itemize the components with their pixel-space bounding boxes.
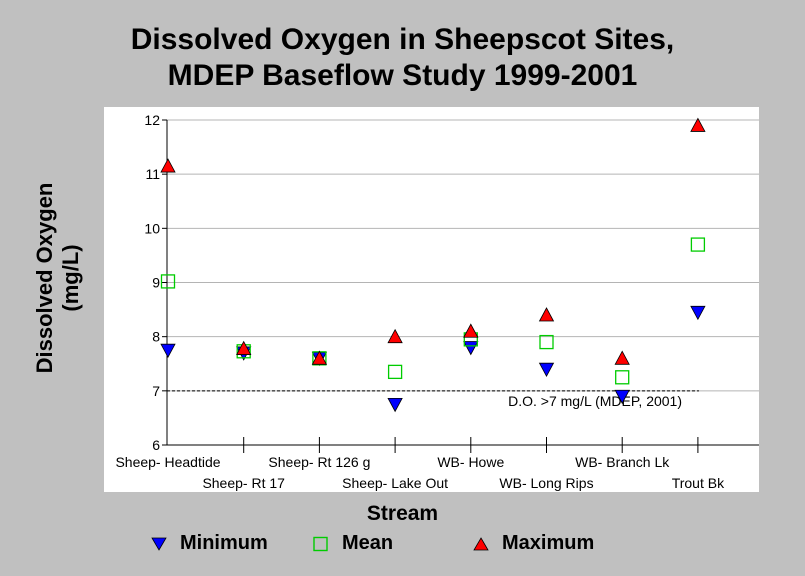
chart-title-line-2: MDEP Baseflow Study 1999-2001 [167,59,638,92]
maximum-point-0 [160,158,176,173]
legend-item-minimum: Minimum [150,532,268,555]
maximum-point-2 [311,350,328,365]
x-axis-label: Stream [366,502,439,525]
y-tick-label-11: 11 [145,166,160,182]
y-tick-label-6: 6 [152,437,160,453]
x-tick-label-3: Sheep- Lake Out [342,475,448,491]
x-tick-label-7: Trout Bk [672,475,725,491]
legend-label-maximum: Maximum [502,532,595,554]
x-tick-label-6: WB- Branch Lk [575,454,670,470]
legend-label-mean: Mean [342,532,394,554]
x-tick-label-0: Sheep- Headtide [115,454,220,470]
minimum-point-6 [614,389,630,405]
x-tick-label-5: WB- Long Rips [499,475,593,491]
maximum-point-7 [690,117,706,132]
x-tick-label-2: Sheep- Rt 126 g [268,454,370,470]
mean-point-5 [539,334,554,350]
y-tick-label-7: 7 [152,383,160,399]
maximum-point-3 [387,328,403,344]
minimum-point-4 [463,341,479,356]
square-open-icon [313,536,328,551]
maximum-point-5 [538,307,555,322]
mean-point-0 [160,274,176,289]
y-tick-label-8: 8 [152,329,160,345]
minimum-point-5 [538,362,555,378]
legend-item-mean: Mean [312,532,393,555]
maximum-point-6 [614,350,630,365]
maximum-point-4 [463,323,479,338]
maximum-point-1 [236,340,252,355]
y-tick-label-10: 10 [144,220,160,236]
minimum-point-0 [160,343,176,359]
y-tick-label-9: 9 [152,275,160,291]
legend-item-maximum: Maximum [472,532,594,555]
mean-point-3 [387,364,403,380]
chart-title-line-1: Dissolved Oxygen in Sheepscot Sites, [130,23,675,56]
chart-title: Dissolved Oxygen in Sheepscot Sites, MDE… [0,22,805,94]
legend: Minimum Mean Maximum [0,532,805,558]
mean-point-7 [690,237,706,252]
triangle-down-icon [151,537,167,551]
minimum-point-7 [690,305,706,321]
triangle-up-icon [473,536,489,550]
y-tick-label-12: 12 [144,112,160,128]
legend-label-minimum: Minimum [180,532,268,554]
mean-point-6 [615,370,630,385]
plot-area [104,107,759,492]
minimum-point-3 [387,397,403,413]
reference-line-label: D.O. >7 mg/L (MDEP, 2001) [508,393,682,409]
x-tick-label-4: WB- Howe [437,454,504,470]
x-tick-label-1: Sheep- Rt 17 [202,475,285,491]
